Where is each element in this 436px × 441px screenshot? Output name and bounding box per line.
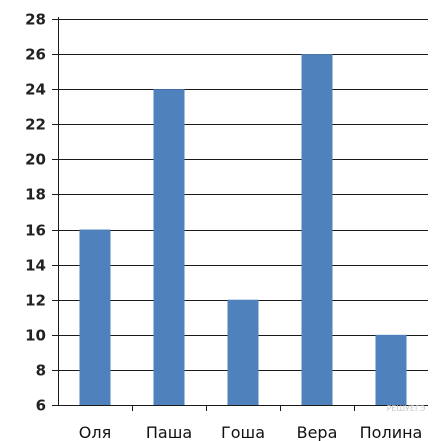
- y-tick-label: 14: [25, 257, 46, 275]
- y-tick-label: 24: [25, 81, 46, 99]
- y-tick-labels: 6 8 10 12 14 16 18 20 22 24 26 28: [25, 11, 46, 415]
- y-tick-label: 16: [25, 222, 46, 240]
- y-tick-label: 12: [25, 292, 46, 310]
- bar-3: [227, 299, 259, 405]
- x-category-label: Полина: [360, 423, 423, 441]
- y-tick-label: 10: [25, 327, 46, 345]
- x-category-label: Оля: [79, 423, 111, 441]
- y-tick-label: 18: [25, 186, 46, 204]
- bar-4: [301, 54, 333, 405]
- y-tick-label: 22: [25, 116, 46, 134]
- watermark-text: РЕШУЕГЭ: [387, 404, 426, 413]
- x-category-label: Гоша: [221, 423, 265, 441]
- axes: [58, 17, 428, 406]
- y-tick-label: 20: [25, 151, 46, 169]
- bar-5: [375, 334, 407, 405]
- bar-1: [79, 229, 111, 405]
- y-tick-label: 28: [25, 11, 46, 29]
- y-tick-label: 8: [36, 362, 46, 380]
- bar-2: [153, 89, 185, 405]
- x-category-labels: Оля Паша Гоша Вера Полина: [79, 405, 423, 441]
- x-category-label: Вера: [297, 423, 338, 441]
- y-tick-label: 26: [25, 46, 46, 64]
- grid-lines: [52, 19, 428, 406]
- x-category-label: Паша: [146, 423, 192, 441]
- y-tick-label: 6: [36, 397, 46, 415]
- bars: [79, 54, 407, 405]
